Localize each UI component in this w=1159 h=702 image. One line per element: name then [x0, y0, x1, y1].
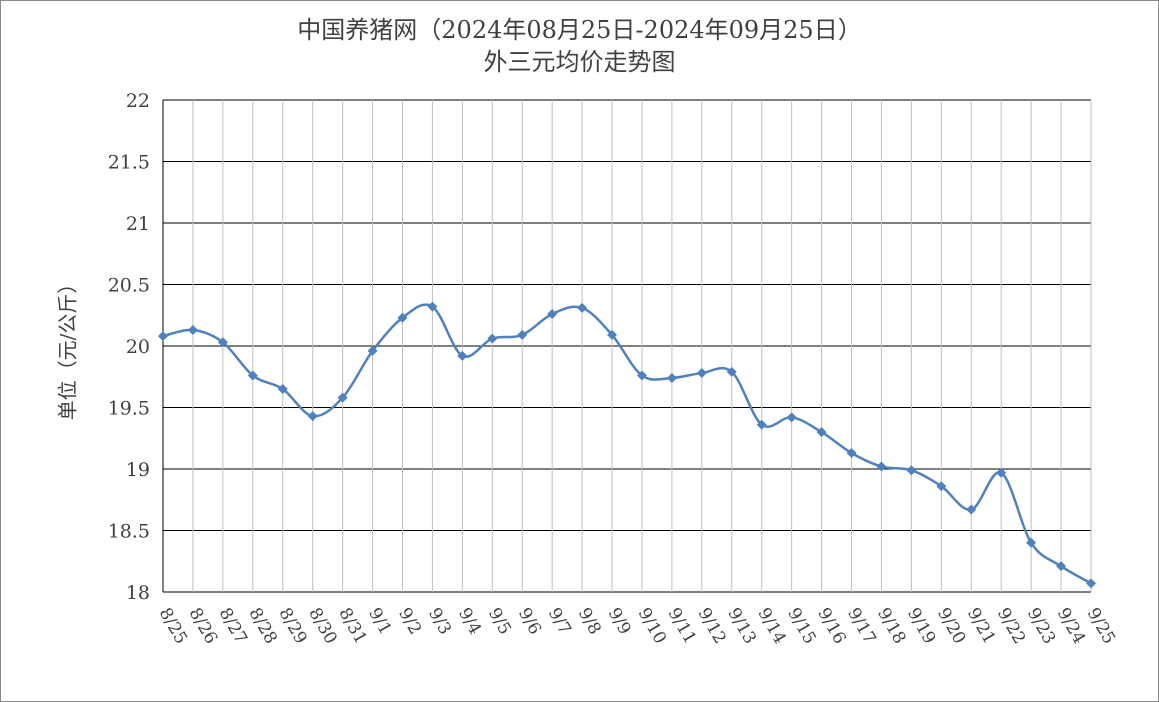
data-point-marker: [906, 465, 917, 476]
data-point-marker: [457, 350, 468, 361]
data-point-marker: [607, 329, 618, 340]
data-point-marker: [636, 370, 647, 381]
y-tick-label: 20: [126, 336, 150, 358]
data-point-marker: [247, 370, 258, 381]
x-tick-label: 9/17: [843, 605, 879, 648]
y-tick-label: 20.5: [108, 275, 150, 297]
data-point-marker: [876, 461, 887, 472]
data-point-marker: [487, 333, 498, 344]
x-tick-label: 9/12: [694, 605, 730, 648]
data-point-marker: [427, 301, 438, 312]
data-point-marker: [577, 302, 588, 313]
data-point-marker: [966, 504, 977, 515]
x-tick-label: 9/11: [664, 605, 700, 648]
data-point-marker: [217, 337, 228, 348]
horizontal-gridlines: [163, 99, 1091, 593]
y-tick-label: 19.5: [108, 398, 150, 420]
chart-title: 中国养猪网（2024年08月25日-2024年09月25日） 外三元均价走势图: [0, 14, 1159, 78]
x-tick-label: 9/3: [424, 605, 455, 639]
data-point-marker: [726, 366, 737, 377]
series-markers: [158, 301, 1096, 589]
x-tick-label: 9/21: [963, 605, 999, 648]
x-tick-label: 9/25: [1083, 605, 1119, 648]
x-tick-label: 9/6: [514, 605, 545, 639]
vertical-gridlines: [162, 100, 1092, 592]
data-point-marker: [756, 419, 767, 430]
x-tick-label: 9/22: [993, 605, 1029, 648]
data-point-marker: [397, 312, 408, 323]
y-tick-label: 22: [126, 90, 150, 112]
data-point-marker: [277, 384, 288, 395]
x-tick-label: 9/7: [544, 605, 575, 639]
data-point-marker: [936, 481, 947, 492]
x-tick-label: 9/16: [813, 605, 849, 648]
x-tick-label: 8/29: [274, 605, 310, 648]
x-tick-label: 9/18: [873, 605, 909, 648]
data-point-marker: [786, 412, 797, 423]
x-tick-label: 9/4: [454, 605, 485, 639]
data-point-marker: [337, 392, 348, 403]
y-tick-labels: 18 18.5 19 19.5 20 20.5 21 21.5 22: [108, 90, 150, 604]
x-tick-label: 9/14: [753, 605, 789, 648]
data-point-marker: [816, 427, 827, 438]
x-tick-label: 9/5: [484, 605, 515, 639]
x-tick-label: 8/26: [185, 605, 221, 648]
chart-title-line1: 中国养猪网（2024年08月25日-2024年09月25日）: [297, 16, 862, 44]
x-tick-label: 9/2: [394, 605, 425, 639]
x-tick-label: 9/15: [783, 605, 819, 648]
x-tick-label: 9/8: [574, 605, 605, 639]
data-point-marker: [696, 368, 707, 379]
x-tick-label: 8/25: [155, 605, 191, 648]
data-point-marker: [1056, 561, 1067, 572]
x-tick-label: 9/10: [634, 605, 670, 648]
x-tick-label: 8/28: [244, 605, 280, 648]
x-tick-label: 8/31: [334, 605, 370, 648]
data-point-marker: [187, 325, 198, 336]
x-tick-label: 8/30: [304, 605, 340, 648]
data-point-marker: [517, 329, 528, 340]
chart-title-line2: 外三元均价走势图: [483, 48, 676, 76]
data-point-marker: [1086, 578, 1096, 589]
data-point-marker: [307, 411, 318, 422]
y-tick-label: 19: [126, 459, 150, 481]
data-point-marker: [547, 309, 558, 320]
x-tick-label: 8/27: [215, 605, 251, 648]
x-tick-label: 9/19: [903, 605, 939, 648]
x-tick-labels: 8/258/268/278/288/298/308/319/19/29/39/4…: [155, 605, 1119, 648]
x-tick-label: 9/9: [604, 605, 635, 639]
y-tick-label: 21: [126, 213, 150, 235]
y-tick-label: 21.5: [108, 152, 150, 174]
x-tick-label: 9/13: [723, 605, 759, 648]
data-point-marker: [158, 331, 168, 342]
data-point-marker: [666, 372, 677, 383]
x-tick-label: 9/20: [933, 605, 969, 648]
data-point-marker: [996, 467, 1007, 478]
y-tick-label: 18.5: [108, 521, 150, 543]
data-point-marker: [1026, 537, 1037, 548]
y-tick-label: 18: [126, 582, 150, 604]
x-tick-label: 9/23: [1023, 605, 1059, 648]
x-tick-label: 9/24: [1053, 605, 1089, 648]
data-point-marker: [367, 345, 378, 356]
data-point-marker: [846, 448, 857, 459]
